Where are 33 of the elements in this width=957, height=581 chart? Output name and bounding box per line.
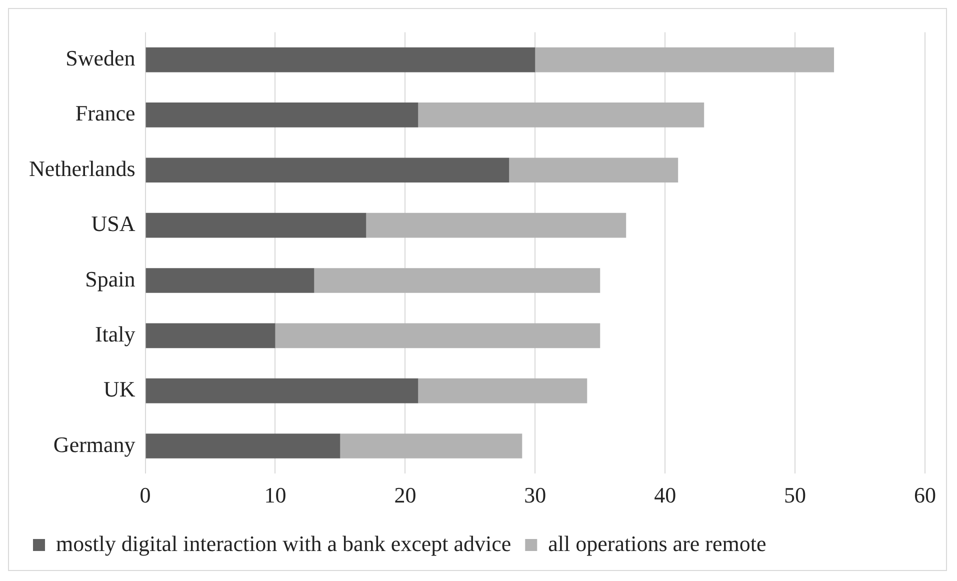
y-tick-label: France xyxy=(75,100,136,126)
bar xyxy=(418,378,588,404)
x-tick-label: 20 xyxy=(394,482,416,508)
bar xyxy=(146,323,276,348)
bar xyxy=(146,268,314,293)
x-tick-label: 60 xyxy=(914,482,936,508)
bar xyxy=(146,47,536,72)
y-tick-label: Netherlands xyxy=(28,156,136,181)
x-tick-label: 50 xyxy=(784,482,806,508)
bar xyxy=(340,434,522,458)
x-tick-label: 30 xyxy=(524,482,546,508)
y-tick-label: USA xyxy=(91,211,136,236)
x-tick-label: 0 xyxy=(140,482,151,508)
bar xyxy=(146,212,366,238)
bar xyxy=(418,102,704,128)
x-tick-label: 10 xyxy=(264,482,286,508)
bar xyxy=(535,47,834,72)
y-tick-label: Spain xyxy=(85,266,136,292)
bar xyxy=(509,158,678,183)
legend-label: mostly digital interaction with a bank except advice xyxy=(56,530,512,556)
bar xyxy=(146,102,418,128)
bar xyxy=(146,158,510,183)
y-tick-label: Sweden xyxy=(66,46,136,71)
y-tick-label: Italy xyxy=(94,321,136,346)
y-tick-label: UK xyxy=(104,376,136,402)
legend-label: all operations are remote xyxy=(548,530,766,556)
bar xyxy=(314,268,600,293)
bar xyxy=(146,434,340,458)
y-tick-label: Germany xyxy=(53,432,136,457)
bar xyxy=(146,378,418,404)
bar xyxy=(275,323,600,348)
bar xyxy=(366,212,626,238)
x-tick-label: 40 xyxy=(654,482,676,508)
